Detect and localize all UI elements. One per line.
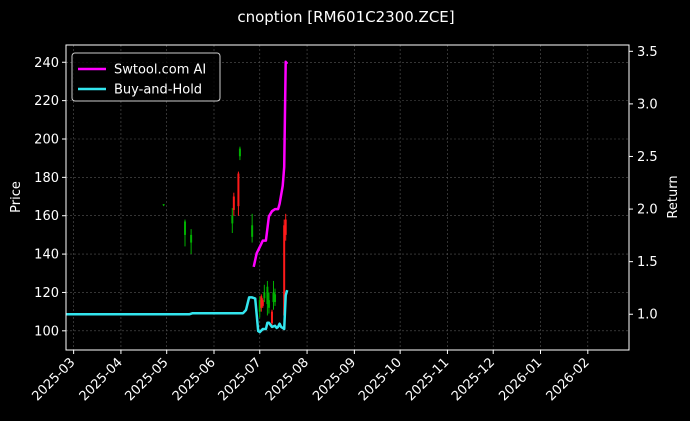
y-label-right: Return: [666, 175, 681, 218]
candle-body: [232, 196, 235, 210]
legend: Swtool.com AI Buy-and-Hold: [71, 52, 221, 102]
y-left-tick-label: 140: [34, 248, 59, 263]
y-right-tick-label: 3.5: [637, 45, 658, 60]
y-left-tick-label: 200: [34, 132, 59, 147]
candle-body: [261, 300, 264, 306]
y-right-tick-label: 2.5: [637, 150, 658, 165]
plot-frame: [65, 44, 630, 351]
candle-body: [274, 294, 277, 303]
candle-body: [283, 225, 286, 316]
grid: [66, 45, 629, 350]
y-left-tick-label: 160: [34, 209, 59, 224]
y-label-left: Price: [9, 181, 24, 213]
candle-body: [251, 225, 254, 237]
candle-body: [162, 204, 165, 206]
candle-body: [258, 300, 261, 312]
candle-body: [267, 300, 270, 308]
y-axis-left: 100 120 140 160 180 200 220 240: [34, 56, 66, 339]
candle-body: [263, 292, 266, 299]
series-line: [66, 289, 289, 334]
candle-body: [272, 292, 275, 303]
y-right-tick-label: 1.0: [637, 308, 658, 323]
candle-body: [238, 148, 241, 157]
y-right-tick-label: 3.0: [637, 97, 658, 112]
chart-title: cnoption [RM601C2300.ZCE]: [237, 8, 454, 26]
candle-body: [231, 215, 234, 224]
y-right-tick-label: 1.5: [637, 255, 658, 270]
y-left-tick-label: 240: [34, 56, 59, 71]
legend-box: [71, 52, 221, 102]
candle-body: [260, 296, 263, 308]
y-left-tick-label: 100: [34, 324, 59, 339]
series-line: [252, 60, 289, 268]
candle-body: [184, 221, 187, 235]
series-lines: [66, 60, 289, 334]
candle-body: [284, 219, 287, 235]
y-left-tick-label: 220: [34, 94, 59, 109]
candle-body: [190, 234, 193, 243]
candle-body: [237, 173, 240, 207]
y-axis-right: 1.0 1.5 2.0 2.5 3.0 3.5: [629, 45, 658, 323]
candle-body: [266, 286, 269, 304]
legend-label: Swtool.com AI: [114, 63, 206, 78]
candles: [162, 146, 287, 327]
y-left-tick-label: 120: [34, 286, 59, 301]
candle-body: [270, 311, 273, 324]
legend-label: Buy-and-Hold: [114, 83, 202, 98]
y-right-tick-label: 2.0: [637, 203, 658, 218]
y-left-tick-label: 180: [34, 171, 59, 186]
